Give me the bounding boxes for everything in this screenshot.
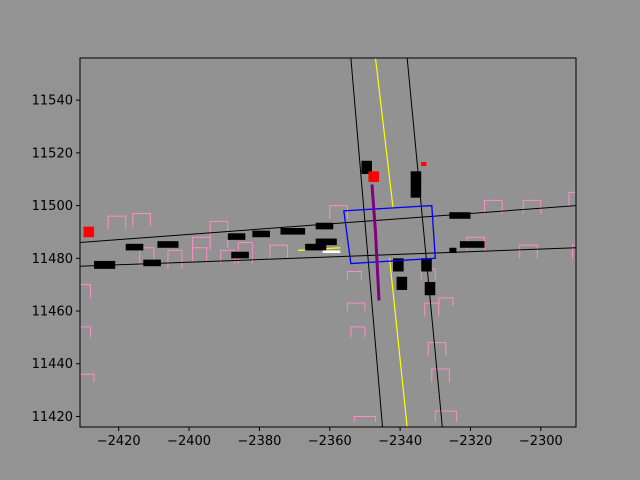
parking-slot-6	[139, 247, 155, 267]
vehicle-3	[143, 259, 161, 267]
parking-slot-19	[80, 373, 95, 383]
parking-slot-26	[427, 342, 447, 356]
y-tick-label-6: 11540	[32, 94, 73, 109]
parking-slot-8	[192, 247, 208, 261]
plot-frame	[79, 57, 577, 428]
plot-layer	[80, 58, 576, 427]
parking-slot-25	[424, 302, 440, 317]
vehicle-2	[157, 241, 179, 248]
parking-slot-22	[350, 326, 366, 338]
vehicle-14	[449, 212, 471, 219]
vehicle-17	[393, 258, 404, 272]
vehicle-19	[396, 276, 408, 290]
vehicle-5	[252, 230, 270, 238]
vehicle-9	[305, 243, 327, 251]
y-tick-label-3: 11480	[32, 252, 73, 267]
vehicle-18	[421, 258, 432, 272]
vehicle-20	[424, 282, 436, 296]
agent-0	[368, 171, 380, 182]
white-marker-0	[322, 250, 341, 254]
parking-slot-17	[80, 284, 92, 298]
road-edge-1	[80, 247, 576, 267]
parking-slot-28	[434, 410, 457, 422]
parking-slot-11	[484, 199, 503, 214]
x-tick-label-4: −2340	[378, 434, 422, 449]
vehicle-7	[315, 222, 334, 230]
y-tick-label-1: 11440	[32, 357, 73, 372]
x-tick-label-0: −2420	[97, 434, 141, 449]
lane-center-line-1	[388, 258, 408, 427]
agent-1	[421, 162, 427, 167]
agent-2	[83, 226, 95, 238]
parking-slot-23	[353, 415, 376, 422]
parking-slot-13	[568, 191, 576, 206]
vehicle-8	[231, 251, 249, 259]
x-tick-label-2: −2380	[237, 434, 281, 449]
y-tick-label-2: 11460	[32, 305, 73, 320]
y-tick-label-5: 11520	[32, 146, 73, 161]
parking-slot-4	[269, 244, 289, 259]
vehicle-1	[125, 243, 144, 251]
x-tick-label-5: −2320	[448, 434, 492, 449]
vehicle-16	[449, 247, 457, 254]
y-tick-label-4: 11500	[32, 199, 73, 214]
axis-ticks: −2420 −2400 −2380 −2360 −2340 −2320 −2300 11420…	[32, 94, 563, 449]
vehicle-13	[410, 184, 422, 198]
parking-slot-15	[519, 244, 538, 259]
parking-slot-5	[329, 205, 348, 219]
road-edge-3	[406, 58, 443, 427]
road-edge-2	[350, 58, 384, 427]
vehicle-6	[280, 228, 306, 235]
x-tick-label-6: −2300	[519, 434, 563, 449]
vehicle-15	[459, 241, 485, 248]
intersection-box	[343, 204, 436, 265]
parking-slot-21	[346, 302, 366, 312]
parking-slot-27	[431, 368, 450, 383]
parking-slot-16	[571, 244, 576, 259]
x-tick-label-3: −2360	[308, 434, 352, 449]
lane-center-line-0	[374, 58, 394, 209]
parking-slot-1	[132, 213, 151, 227]
planned-path	[370, 184, 381, 301]
vehicle-10	[315, 238, 337, 246]
parking-slot-12	[522, 199, 542, 214]
vehicle-12	[410, 171, 422, 185]
parking-slot-29	[438, 297, 454, 306]
parking-slot-20	[346, 270, 362, 280]
vehicle-0	[94, 260, 116, 269]
parking-slot-18	[80, 326, 92, 338]
parking-slot-7	[167, 249, 183, 269]
vehicle-11	[361, 160, 372, 174]
y-tick-label-0: 11420	[32, 410, 73, 425]
x-tick-label-1: −2400	[167, 434, 211, 449]
vehicle-4	[227, 233, 246, 240]
parking-slot-0	[107, 215, 127, 230]
